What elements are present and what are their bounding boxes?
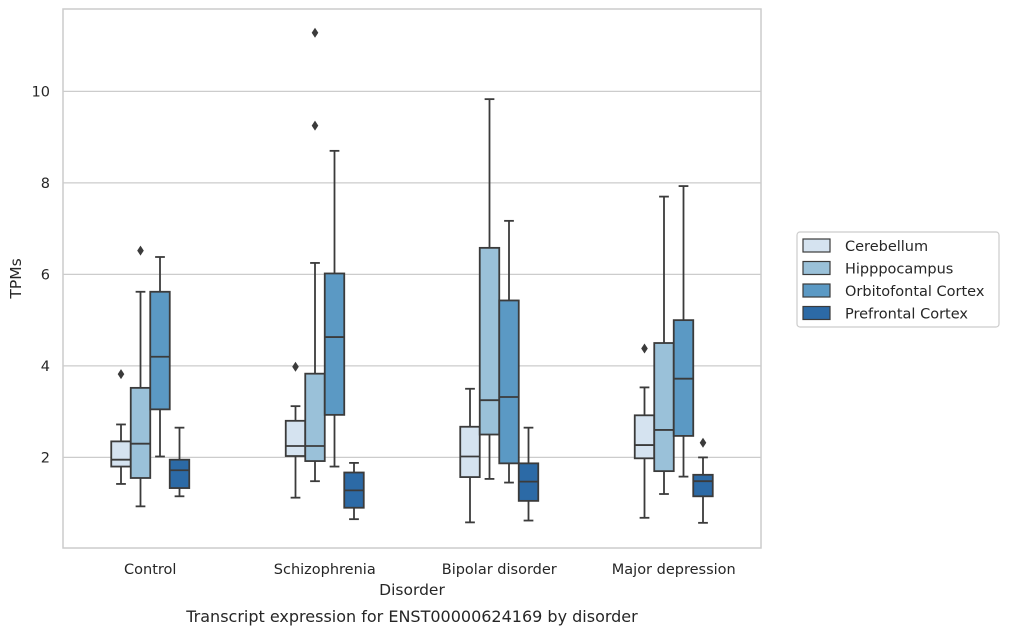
box-group [459, 387, 481, 524]
y-tick-label: 2 [41, 450, 50, 466]
box-iqr [304, 372, 326, 462]
box-iqr [459, 425, 481, 478]
box-iqr [284, 419, 307, 457]
legend-label: Cerebellum [845, 239, 928, 255]
box-group [149, 256, 171, 458]
box-group [517, 426, 540, 522]
y-tick-label: 10 [32, 84, 50, 100]
box-iqr [149, 290, 171, 411]
outlier-point [117, 369, 125, 380]
y-axis-ticks: 2 4 6 8 10 [32, 84, 50, 466]
y-tick-label: 6 [41, 267, 50, 283]
legend-item: Orbitofontal Cortex [802, 283, 985, 300]
box-group [168, 426, 191, 498]
legend-swatch [802, 238, 831, 253]
y-axis-label: TPMs [7, 258, 25, 299]
chart-caption: Transcript expression for ENST0000062416… [185, 607, 638, 626]
outlier-point [137, 245, 144, 256]
outlier-point [292, 361, 299, 372]
legend: Cerebellum Hipppocampus Orbitofontal Corte… [796, 231, 1000, 328]
box-group [692, 437, 714, 524]
box-group [653, 195, 675, 495]
x-tick-label: Control [124, 562, 176, 578]
x-axis-ticks: Control Schizophrenia Bipolar disorder Majo… [124, 562, 736, 578]
outlier-point [699, 437, 707, 448]
box-plot-area [110, 27, 714, 524]
legend-label: Prefrontal Cortex [845, 307, 968, 323]
box-group [323, 149, 346, 468]
box-group [343, 461, 365, 521]
box-iqr [692, 473, 714, 498]
box-group [110, 369, 132, 485]
legend-swatch [802, 283, 831, 298]
outlier-point [641, 343, 648, 354]
x-tick-label: Schizophrenia [274, 562, 376, 578]
box-group [633, 343, 656, 519]
box-group [304, 27, 326, 483]
box-iqr [633, 414, 656, 460]
legend-frame [796, 231, 1000, 328]
y-tick-label: 8 [41, 176, 50, 192]
box-group [672, 185, 695, 478]
outlier-point [311, 27, 319, 38]
box-group [498, 219, 520, 484]
box-group [129, 245, 152, 508]
legend-item: Prefrontal Cortex [802, 305, 968, 323]
box-iqr [498, 299, 520, 465]
box-iqr [323, 272, 346, 416]
legend-swatch [802, 260, 831, 276]
box-iqr [478, 246, 501, 436]
box-group [284, 361, 307, 499]
legend-label: Orbitofontal Cortex [845, 284, 985, 300]
legend-label: Hipppocampus [845, 262, 953, 278]
legend-item: Cerebellum [802, 238, 928, 255]
box-iqr [168, 458, 191, 489]
plot-frame [62, 8, 762, 549]
box-group [478, 98, 501, 480]
x-axis-label: Disorder [379, 581, 445, 599]
legend-item: Hipppocampus [802, 260, 953, 278]
box-iqr [110, 440, 132, 468]
box-iqr [653, 342, 675, 473]
x-tick-label: Major depression [612, 562, 736, 578]
y-tick-label: 4 [41, 359, 50, 375]
outlier-point [311, 120, 319, 131]
box-iqr [129, 386, 152, 479]
x-tick-label: Bipolar disorder [442, 562, 557, 578]
legend-swatch [802, 305, 831, 321]
